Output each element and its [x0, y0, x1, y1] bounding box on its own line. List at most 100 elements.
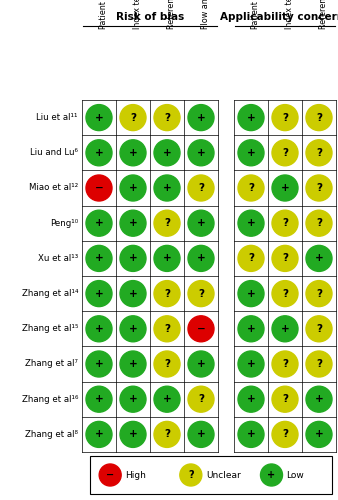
Text: ?: ?: [164, 288, 170, 298]
Text: +: +: [129, 148, 137, 158]
Circle shape: [154, 280, 180, 306]
Text: +: +: [129, 359, 137, 369]
Circle shape: [272, 210, 298, 236]
Circle shape: [272, 422, 298, 448]
Circle shape: [188, 140, 214, 166]
Text: ?: ?: [282, 394, 288, 404]
Text: Index test: Index test: [133, 0, 142, 29]
Text: Liu and Lu⁶: Liu and Lu⁶: [30, 148, 78, 158]
Text: +: +: [197, 148, 206, 158]
Text: ?: ?: [248, 183, 254, 193]
Circle shape: [306, 210, 332, 236]
Text: +: +: [95, 218, 103, 228]
Circle shape: [120, 175, 146, 201]
Circle shape: [154, 386, 180, 412]
Circle shape: [99, 464, 121, 486]
Text: +: +: [197, 430, 206, 440]
Text: ?: ?: [316, 112, 322, 122]
Text: ?: ?: [164, 430, 170, 440]
Text: +: +: [95, 324, 103, 334]
Text: +: +: [247, 288, 256, 298]
Circle shape: [306, 280, 332, 306]
Text: ?: ?: [198, 394, 204, 404]
Circle shape: [238, 104, 264, 130]
Text: Zhang et al⁸: Zhang et al⁸: [25, 430, 78, 439]
Circle shape: [306, 246, 332, 272]
Circle shape: [120, 280, 146, 306]
Text: +: +: [95, 394, 103, 404]
Circle shape: [272, 104, 298, 130]
Circle shape: [86, 175, 112, 201]
Circle shape: [180, 464, 202, 486]
Circle shape: [86, 246, 112, 272]
Text: Unclear: Unclear: [206, 470, 241, 480]
Text: ?: ?: [282, 359, 288, 369]
Circle shape: [120, 316, 146, 342]
Text: ?: ?: [316, 324, 322, 334]
Text: Flow and timing: Flow and timing: [201, 0, 210, 29]
Text: ?: ?: [316, 183, 322, 193]
Circle shape: [188, 210, 214, 236]
Circle shape: [86, 280, 112, 306]
Text: ?: ?: [164, 112, 170, 122]
Circle shape: [238, 316, 264, 342]
Text: Risk of bias: Risk of bias: [116, 12, 184, 22]
Text: +: +: [129, 324, 137, 334]
Text: +: +: [163, 394, 171, 404]
Circle shape: [238, 280, 264, 306]
Circle shape: [188, 422, 214, 448]
Circle shape: [306, 175, 332, 201]
Text: ?: ?: [248, 254, 254, 264]
Text: +: +: [247, 394, 256, 404]
Text: +: +: [197, 112, 206, 122]
Text: Reference standard: Reference standard: [319, 0, 328, 29]
Text: +: +: [267, 470, 275, 480]
Text: High: High: [125, 470, 146, 480]
Circle shape: [120, 104, 146, 130]
Circle shape: [188, 104, 214, 130]
Circle shape: [238, 210, 264, 236]
Text: Patient selection: Patient selection: [99, 0, 108, 29]
Circle shape: [306, 104, 332, 130]
Text: ?: ?: [282, 218, 288, 228]
Text: +: +: [247, 218, 256, 228]
Text: −: −: [106, 470, 114, 480]
Text: Zhang et al¹⁵: Zhang et al¹⁵: [22, 324, 78, 334]
Text: ?: ?: [130, 112, 136, 122]
Text: +: +: [129, 394, 137, 404]
Text: Applicability concerns: Applicability concerns: [220, 12, 338, 22]
Circle shape: [120, 246, 146, 272]
Text: Miao et al¹²: Miao et al¹²: [29, 184, 78, 192]
Text: −: −: [197, 324, 206, 334]
Circle shape: [238, 140, 264, 166]
Circle shape: [154, 351, 180, 377]
Text: +: +: [95, 254, 103, 264]
Text: +: +: [95, 148, 103, 158]
Text: ?: ?: [282, 148, 288, 158]
Circle shape: [306, 351, 332, 377]
Circle shape: [272, 351, 298, 377]
Circle shape: [188, 246, 214, 272]
Text: +: +: [163, 183, 171, 193]
Text: +: +: [247, 148, 256, 158]
Circle shape: [238, 386, 264, 412]
Text: +: +: [129, 218, 137, 228]
Text: Patient selection: Patient selection: [251, 0, 260, 29]
Circle shape: [306, 140, 332, 166]
Text: +: +: [129, 254, 137, 264]
Circle shape: [272, 316, 298, 342]
Text: Zhang et al¹⁶: Zhang et al¹⁶: [22, 394, 78, 404]
Text: Xu et al¹³: Xu et al¹³: [38, 254, 78, 263]
Text: +: +: [163, 254, 171, 264]
Circle shape: [272, 246, 298, 272]
Circle shape: [86, 422, 112, 448]
Circle shape: [154, 104, 180, 130]
Circle shape: [261, 464, 283, 486]
Text: +: +: [247, 359, 256, 369]
Text: ?: ?: [316, 288, 322, 298]
Text: +: +: [281, 183, 289, 193]
Circle shape: [238, 422, 264, 448]
Text: +: +: [197, 359, 206, 369]
Text: −: −: [95, 183, 103, 193]
Text: +: +: [315, 430, 323, 440]
